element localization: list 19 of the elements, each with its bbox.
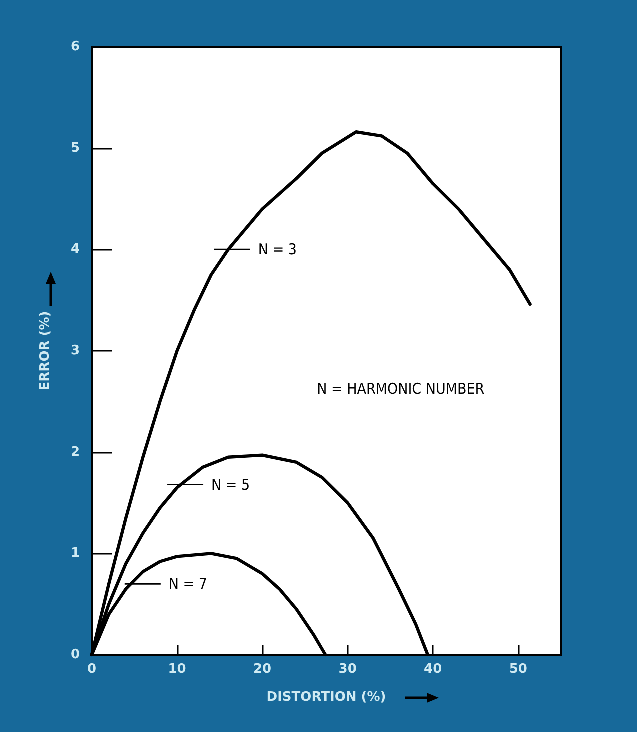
x-tick-label: 40 (424, 662, 442, 677)
x-tick-label: 20 (254, 662, 272, 677)
annotation: N = 7 (168, 575, 208, 594)
y-tick-label: 1 (70, 546, 80, 562)
annotation: N = HARMONIC NUMBER (317, 380, 485, 398)
y-tick-label: 2 (70, 444, 80, 460)
x-tick-label: 50 (509, 662, 528, 677)
y-axis-title: ERROR (%) (38, 311, 53, 391)
y-tick-label: 4 (70, 242, 80, 258)
annotation: N = 3 (258, 240, 297, 259)
y-tick-label: 3 (70, 344, 80, 358)
annotation: N = 5 (212, 476, 250, 494)
y-tick-label: 5 (70, 140, 80, 156)
y-tick-label: 0 (70, 648, 80, 662)
x-tick-label: 0 (87, 662, 97, 677)
x-axis-title: DISTORTION (%) (266, 690, 386, 705)
x-tick-label: 30 (338, 662, 357, 677)
x-tick-label: 10 (168, 662, 186, 677)
y-tick-label: 6 (70, 40, 80, 54)
